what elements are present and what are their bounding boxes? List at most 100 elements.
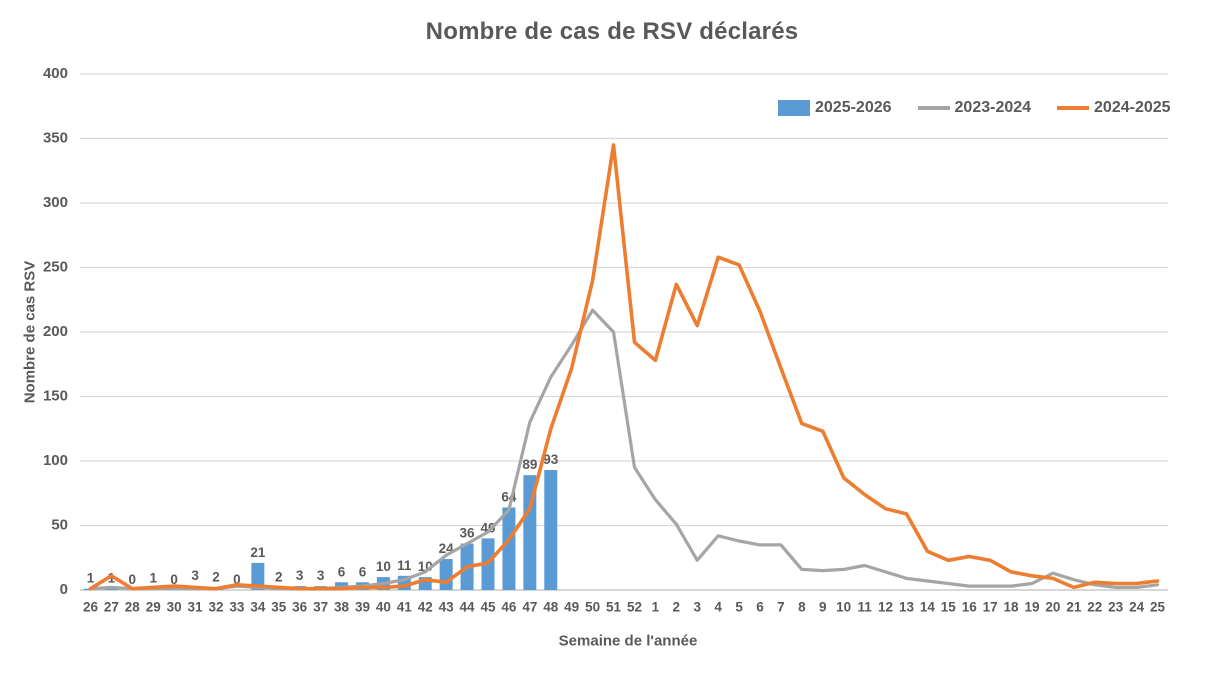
- bar-data-label: 21: [250, 545, 266, 560]
- x-tick-label: 46: [501, 600, 517, 615]
- x-tick-label: 29: [146, 600, 161, 615]
- x-tick-label: 12: [878, 600, 893, 615]
- x-tick-label: 50: [585, 600, 600, 615]
- y-axis-ticks: 0 50 100 150 200 250 300 350 400: [43, 65, 68, 598]
- bar-data-label: 0: [170, 572, 178, 587]
- x-tick-label: 21: [1066, 600, 1082, 615]
- bar-data-label: 0: [233, 572, 241, 587]
- x-tick-label: 7: [777, 600, 785, 615]
- bar-data-label: 3: [317, 568, 325, 583]
- x-tick-label: 42: [418, 600, 433, 615]
- bar-data-label: 2: [212, 569, 220, 584]
- bar: [251, 562, 265, 590]
- x-tick-label: 48: [543, 600, 559, 615]
- x-tick-label: 31: [188, 600, 204, 615]
- legend-swatch-icon: [917, 106, 950, 110]
- bar: [502, 507, 516, 590]
- bar-data-label: 1: [87, 571, 95, 586]
- bar: [544, 470, 558, 590]
- bar-data-label: 0: [129, 572, 137, 587]
- x-tick-label: 3: [693, 600, 701, 615]
- x-tick-label: 51: [606, 600, 622, 615]
- bar-data-label: 3: [191, 568, 199, 583]
- x-tick-label: 6: [756, 600, 764, 615]
- x-tick-label: 5: [735, 600, 743, 615]
- y-tick-label: 250: [43, 258, 68, 275]
- x-tick-label: 10: [836, 600, 851, 615]
- x-tick-label: 9: [819, 600, 827, 615]
- x-tick-label: 19: [1024, 600, 1039, 615]
- x-tick-label: 44: [460, 600, 476, 615]
- bar-data-label: 40: [480, 520, 495, 535]
- x-tick-label: 32: [208, 600, 223, 615]
- x-tick-label: 17: [983, 600, 998, 615]
- x-tick-label: 28: [125, 600, 141, 615]
- y-tick-label: 350: [43, 129, 68, 146]
- y-tick-label: 100: [43, 452, 68, 469]
- x-tick-label: 27: [104, 600, 119, 615]
- bar-data-label: 3: [296, 568, 304, 583]
- x-tick-label: 2: [673, 600, 681, 615]
- x-tick-label: 16: [962, 600, 978, 615]
- x-tick-label: 45: [480, 600, 496, 615]
- x-tick-label: 24: [1129, 600, 1145, 615]
- x-tick-label: 30: [167, 600, 182, 615]
- x-tick-label: 4: [714, 600, 722, 615]
- legend-label: 2024-2025: [1094, 99, 1171, 116]
- chart-legend: 2025-2026 2023-2024 2024-2025: [778, 99, 1171, 117]
- bar-data-label: 93: [543, 452, 559, 467]
- x-tick-label: 15: [941, 600, 957, 615]
- x-tick-label: 37: [313, 600, 328, 615]
- x-tick-label: 36: [292, 600, 308, 615]
- x-tick-label: 14: [920, 600, 936, 615]
- x-tick-label: 33: [229, 600, 245, 615]
- x-tick-label: 49: [564, 600, 579, 615]
- bar-data-label: 89: [522, 457, 537, 472]
- y-tick-label: 0: [60, 581, 68, 598]
- x-tick-label: 23: [1108, 600, 1124, 615]
- bar: [523, 475, 537, 590]
- x-tick-label: 22: [1087, 600, 1102, 615]
- x-tick-label: 1: [652, 600, 660, 615]
- x-axis-ticks: 26 27 28 29 30 31 32 33 34 35 36 37 38 39 40 41 42 43 44 45…: [83, 600, 1166, 615]
- y-tick-label: 400: [43, 65, 68, 82]
- x-tick-label: 35: [271, 600, 287, 615]
- y-tick-label: 150: [43, 387, 68, 404]
- x-tick-label: 34: [250, 600, 266, 615]
- bar: [439, 559, 453, 590]
- y-tick-label: 200: [43, 323, 68, 340]
- bar-data-label: 11: [397, 558, 412, 573]
- line-series-2024-2025: [88, 143, 1160, 591]
- x-tick-label: 18: [1004, 600, 1020, 615]
- chart-title: Nombre de cas de RSV déclarés: [425, 18, 799, 45]
- legend-item: 2024-2025: [1057, 99, 1171, 117]
- y-tick-label: 300: [43, 194, 68, 211]
- x-tick-label: 43: [439, 600, 455, 615]
- x-tick-label: 40: [376, 600, 391, 615]
- x-tick-label: 11: [857, 600, 872, 615]
- bar-data-label: 6: [359, 564, 367, 579]
- x-tick-label: 47: [522, 600, 537, 615]
- bar-data-label: 36: [460, 526, 476, 541]
- gridlines: [80, 73, 1168, 591]
- legend-label: 2023-2024: [954, 99, 1032, 116]
- legend-swatch-icon: [1057, 106, 1090, 110]
- x-tick-label: 26: [83, 600, 99, 615]
- bar-data-label: 6: [338, 564, 346, 579]
- bar-data-label: 1: [108, 571, 116, 586]
- x-tick-label: 13: [899, 600, 915, 615]
- bar-data-label: 10: [376, 559, 391, 574]
- y-axis-title: Nombre de cas RSV: [21, 260, 39, 404]
- legend-item: 2025-2026: [778, 99, 892, 117]
- x-tick-label: 25: [1150, 600, 1166, 615]
- x-tick-label: 20: [1045, 600, 1060, 615]
- x-tick-label: 39: [355, 600, 370, 615]
- bar: [104, 588, 118, 590]
- x-tick-label: 52: [627, 600, 642, 615]
- bar-data-label: 2: [275, 569, 283, 584]
- legend-swatch-icon: [778, 100, 810, 116]
- legend-item: 2023-2024: [917, 99, 1032, 117]
